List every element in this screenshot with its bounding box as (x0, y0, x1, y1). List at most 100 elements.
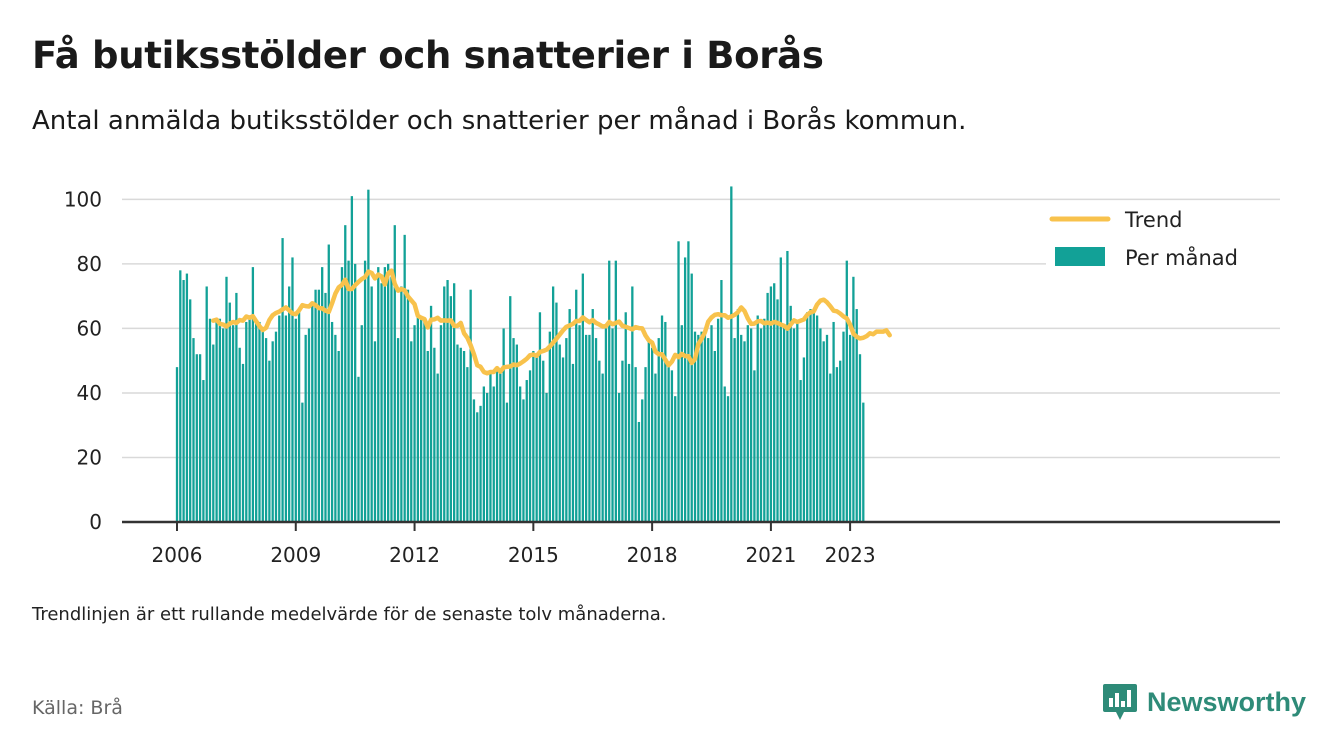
bar (766, 292, 769, 522)
bar (439, 325, 443, 522)
bar (380, 283, 383, 522)
bar (433, 347, 436, 522)
bar (258, 321, 261, 522)
bar (215, 318, 218, 522)
bar (327, 244, 330, 522)
bar (647, 341, 650, 522)
bar (245, 321, 248, 522)
bar (621, 360, 624, 522)
bar (654, 373, 657, 522)
bar (746, 325, 749, 522)
bar (225, 276, 228, 522)
bar (403, 234, 406, 522)
bar (436, 373, 439, 522)
bar (195, 354, 198, 522)
bar (677, 241, 680, 523)
bar (314, 289, 317, 522)
bar (670, 370, 674, 522)
bar (555, 302, 558, 522)
bar (251, 267, 255, 522)
bar-series (175, 186, 865, 523)
bar (311, 305, 314, 522)
bar (558, 344, 561, 522)
bar (637, 421, 641, 522)
bar (387, 263, 390, 522)
bar (284, 315, 288, 522)
x-tick-label: 2012 (389, 543, 440, 567)
bar (515, 344, 518, 522)
bar (769, 286, 773, 522)
bar (776, 299, 779, 522)
bar (674, 396, 677, 522)
bar (278, 315, 281, 522)
bar (548, 331, 551, 522)
bar (667, 367, 670, 522)
bar (723, 386, 726, 522)
bar (469, 289, 472, 522)
bar (489, 370, 492, 522)
bar (551, 286, 555, 522)
bar (624, 312, 627, 522)
bar (763, 318, 766, 522)
bar (535, 354, 538, 522)
bar (591, 309, 594, 522)
bar (799, 380, 802, 522)
bar (740, 334, 743, 522)
bar (248, 315, 251, 522)
bar (301, 402, 304, 522)
bar (522, 399, 525, 522)
bar (848, 334, 852, 522)
y-tick-label: 40 (77, 381, 102, 405)
x-tick-label: 2009 (270, 543, 321, 567)
bar (446, 280, 449, 522)
bar (598, 360, 601, 522)
bar (179, 270, 182, 522)
bar (786, 250, 789, 522)
brand-name: Newsworthy (1147, 686, 1307, 717)
legend-bar-swatch (1055, 247, 1105, 266)
bar (545, 392, 548, 522)
bar (693, 331, 697, 522)
bar (274, 331, 278, 522)
bar (426, 351, 429, 522)
bar (486, 392, 489, 522)
bar (268, 360, 271, 522)
bar (337, 351, 340, 522)
trend-line (211, 268, 892, 376)
bar (255, 321, 258, 522)
bar (324, 292, 327, 522)
bar (235, 292, 238, 522)
bar (720, 280, 723, 522)
bar (413, 325, 416, 522)
bar (377, 267, 380, 522)
bar (829, 373, 832, 522)
bar (730, 186, 733, 522)
bar (584, 334, 588, 522)
bar (410, 341, 413, 522)
bar (231, 325, 235, 522)
bar (707, 338, 710, 522)
bar (812, 312, 815, 522)
x-tick-label: 2006 (152, 543, 203, 567)
bar (406, 289, 410, 522)
bar (509, 296, 512, 522)
bar (571, 363, 575, 522)
bar (736, 309, 740, 522)
chart-title: Få butiksstölder och snatterier i Borås (32, 34, 824, 77)
bar (423, 321, 426, 522)
bar (697, 334, 700, 522)
bar (825, 334, 829, 522)
bar (525, 380, 528, 522)
bar (291, 257, 294, 522)
legend-trend-label: Trend (1124, 208, 1182, 232)
bar (733, 338, 736, 522)
bar (855, 309, 858, 522)
bar (845, 260, 848, 522)
bar (363, 260, 367, 522)
bar (297, 309, 301, 522)
bar (264, 338, 268, 522)
bar (505, 402, 509, 522)
bar (334, 334, 337, 522)
bar (601, 373, 604, 522)
bar (208, 318, 212, 522)
